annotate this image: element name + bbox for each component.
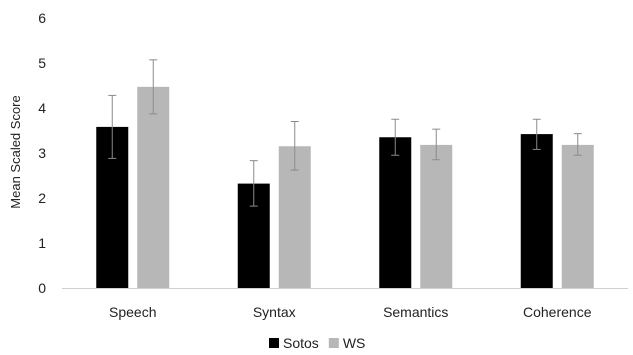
- error-bar-sotos-speech: [108, 94, 117, 159]
- error-bar-ws-semantics: [432, 128, 441, 161]
- legend-swatch-sotos: [269, 338, 279, 348]
- y-tick-label: 2: [38, 190, 46, 206]
- legend-swatch-ws: [328, 338, 339, 348]
- y-tick-label: 0: [38, 280, 46, 296]
- legend-label-sotos: Sotos: [283, 335, 319, 351]
- error-bar-ws-speech: [149, 59, 158, 115]
- y-tick-label: 4: [38, 100, 46, 116]
- bar-sotos-coherence: [520, 134, 553, 288]
- category-label-speech: Speech: [109, 304, 156, 320]
- bar-ws-speech: [137, 86, 170, 288]
- bar-ws-semantics: [420, 144, 453, 288]
- error-bar-sotos-semantics: [391, 118, 400, 156]
- bars-group: [96, 86, 594, 289]
- category-labels: Speech Syntax Semantics Coherence: [109, 304, 592, 320]
- category-label-semantics: Semantics: [383, 304, 448, 320]
- y-tick-label: 3: [38, 145, 46, 161]
- error-bar-ws-coherence: [573, 133, 582, 156]
- error-bar-sotos-syntax: [249, 160, 258, 207]
- error-bars-group: [108, 59, 582, 207]
- error-bar-sotos-coherence: [532, 118, 541, 150]
- y-tick-label: 1: [38, 235, 46, 251]
- error-bar-ws-syntax: [290, 121, 299, 171]
- y-axis-title: Mean Scaled Score: [8, 95, 23, 208]
- bar-sotos-semantics: [379, 137, 412, 288]
- y-tick-label: 5: [38, 55, 46, 71]
- bar-ws-coherence: [561, 144, 594, 288]
- category-label-coherence: Coherence: [523, 304, 592, 320]
- legend: Sotos WS: [269, 335, 365, 351]
- y-axis-ticks: 0 1 2 3 4 5 6: [38, 10, 46, 296]
- legend-label-ws: WS: [343, 335, 366, 351]
- category-label-syntax: Syntax: [253, 304, 296, 320]
- y-tick-label: 6: [38, 10, 46, 26]
